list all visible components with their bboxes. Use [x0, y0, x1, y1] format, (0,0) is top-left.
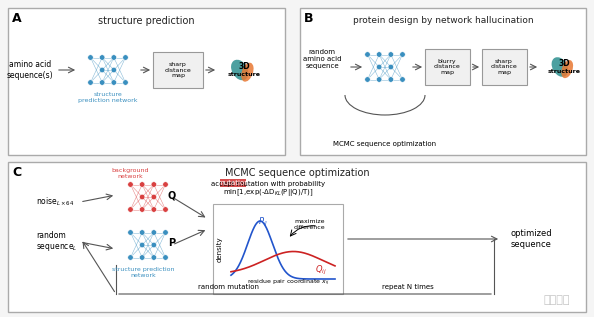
Text: random mutation: random mutation — [197, 284, 258, 290]
Circle shape — [388, 77, 394, 82]
Bar — [425, 49, 470, 85]
Circle shape — [400, 52, 405, 57]
Text: random
sequence$_L$: random sequence$_L$ — [36, 231, 77, 253]
Circle shape — [111, 67, 116, 73]
Circle shape — [128, 255, 133, 260]
Ellipse shape — [561, 60, 573, 78]
Text: Q: Q — [168, 190, 176, 200]
Circle shape — [163, 255, 168, 260]
Text: 3D: 3D — [558, 59, 570, 68]
Circle shape — [99, 67, 105, 73]
Circle shape — [111, 80, 116, 85]
Circle shape — [140, 255, 145, 260]
Circle shape — [377, 77, 382, 82]
Text: MCMC sequence optimization: MCMC sequence optimization — [333, 141, 437, 147]
Bar — [482, 49, 527, 85]
Text: structure
prediction network: structure prediction network — [78, 92, 138, 103]
Circle shape — [400, 77, 405, 82]
Text: protein design by network hallucination: protein design by network hallucination — [353, 16, 533, 25]
Text: density: density — [217, 236, 223, 262]
Circle shape — [128, 230, 133, 235]
Bar — [8, 162, 586, 312]
Circle shape — [140, 207, 145, 212]
Circle shape — [163, 230, 168, 235]
Circle shape — [377, 52, 382, 57]
Bar — [220, 179, 246, 187]
Circle shape — [377, 64, 382, 70]
Circle shape — [140, 182, 145, 187]
Text: structure: structure — [228, 72, 261, 77]
Bar — [300, 8, 586, 155]
Circle shape — [151, 255, 157, 260]
Text: $Q_{ij}$: $Q_{ij}$ — [315, 264, 327, 277]
Text: sharp
distance
map: sharp distance map — [165, 62, 191, 78]
Text: A: A — [12, 12, 21, 25]
Circle shape — [140, 230, 145, 235]
Text: noise$_{L\times64}$: noise$_{L\times64}$ — [36, 196, 74, 208]
Circle shape — [151, 182, 157, 187]
Circle shape — [111, 55, 116, 60]
Text: maximize
difference: maximize difference — [293, 219, 325, 230]
Text: min[1,exp(-$\Delta$D$_{KL}$(P||Q)/T)]: min[1,exp(-$\Delta$D$_{KL}$(P||Q)/T)] — [223, 187, 313, 198]
Text: P: P — [168, 238, 175, 248]
Circle shape — [140, 242, 145, 248]
Bar — [153, 52, 203, 88]
Bar — [213, 204, 343, 294]
Circle shape — [99, 80, 105, 85]
Circle shape — [365, 77, 370, 82]
Circle shape — [123, 55, 128, 60]
Text: C: C — [12, 166, 21, 179]
Text: repeat N times: repeat N times — [382, 284, 434, 290]
Circle shape — [99, 55, 105, 60]
Text: mutation: mutation — [217, 180, 249, 186]
Text: amino acid
sequence(s): amino acid sequence(s) — [7, 60, 53, 80]
Circle shape — [128, 182, 133, 187]
Circle shape — [88, 55, 93, 60]
Circle shape — [88, 80, 93, 85]
Text: residue pair coordinate $x_{ij}$: residue pair coordinate $x_{ij}$ — [247, 278, 330, 288]
Text: structure prediction: structure prediction — [98, 16, 195, 26]
Text: $P_{ij}$: $P_{ij}$ — [258, 216, 268, 229]
Circle shape — [388, 52, 394, 57]
Text: random
amino acid
sequence: random amino acid sequence — [303, 49, 341, 69]
Ellipse shape — [241, 63, 254, 82]
Circle shape — [140, 194, 145, 200]
Circle shape — [151, 194, 157, 200]
Circle shape — [151, 207, 157, 212]
Text: blurry
distance
map: blurry distance map — [434, 59, 460, 75]
Ellipse shape — [231, 60, 248, 80]
Text: structure: structure — [548, 69, 580, 74]
Circle shape — [163, 182, 168, 187]
Circle shape — [365, 52, 370, 57]
Text: structure prediction
network: structure prediction network — [112, 267, 174, 278]
Text: accept mutation with probability: accept mutation with probability — [211, 181, 325, 187]
Circle shape — [388, 64, 394, 70]
Text: MCMC sequence optimization: MCMC sequence optimization — [225, 168, 369, 178]
Circle shape — [163, 207, 168, 212]
Circle shape — [128, 207, 133, 212]
Text: 网鸿科技: 网鸿科技 — [544, 295, 570, 305]
Text: 3D: 3D — [238, 62, 250, 71]
Circle shape — [151, 242, 157, 248]
Circle shape — [151, 230, 157, 235]
Text: sharp
distance
map: sharp distance map — [491, 59, 517, 75]
Text: background
network: background network — [111, 168, 148, 179]
Circle shape — [123, 80, 128, 85]
Bar — [8, 8, 285, 155]
Text: B: B — [304, 12, 314, 25]
Ellipse shape — [552, 57, 568, 77]
Text: optimized
sequence: optimized sequence — [510, 229, 552, 249]
